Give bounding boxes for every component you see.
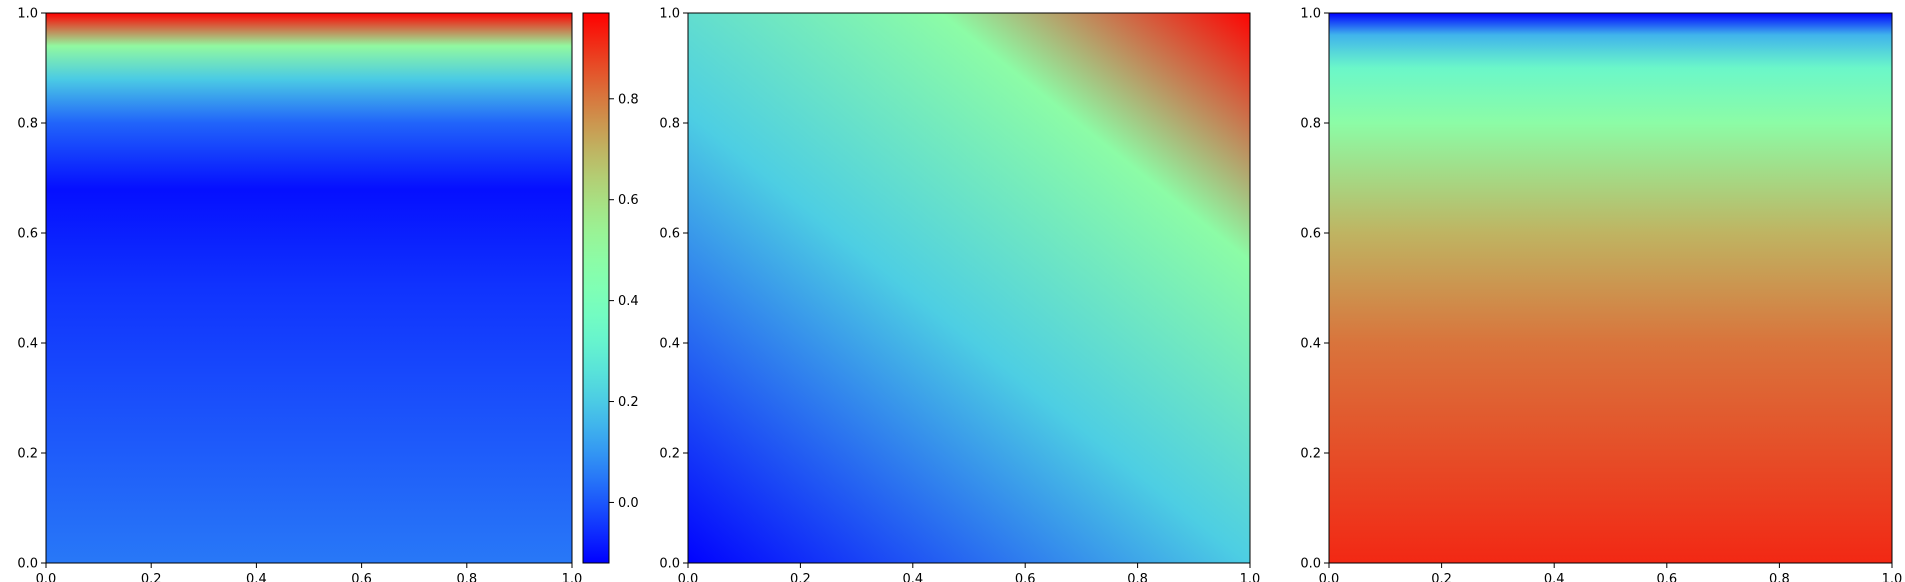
panel-3-xtick-label: 0.0	[1319, 572, 1340, 582]
panel-2-ytick-label: 0.8	[659, 117, 680, 132]
panel-1-ytick-label: 0.2	[17, 447, 38, 462]
panel-1-xtick-label: 0.4	[246, 572, 267, 582]
panel-2-xtick-label: 0.2	[790, 572, 811, 582]
panel-2-frame	[687, 12, 1251, 564]
panel-1-xtick-label: 0.0	[36, 572, 57, 582]
panel-2-heatmap	[688, 13, 1250, 563]
panel-2-ytick-label: 0.0	[659, 557, 680, 572]
panel-2-xtick-label: 1.0	[1240, 572, 1261, 582]
panel-1-ytick-label: 0.0	[17, 557, 38, 572]
colorbar-tick-label: 0.6	[618, 193, 639, 208]
panel-1-xtick-label: 0.2	[141, 572, 162, 582]
colorbar-ramp	[583, 13, 609, 563]
panel-1-ytick-label: 1.0	[17, 7, 38, 22]
colorbar-frame	[582, 12, 610, 564]
panel-3-ytick-label: 0.6	[1300, 227, 1321, 242]
panel-1-ytick-label: 0.4	[17, 337, 38, 352]
panel-2: 0.0 0.2 0.4 0.6 0.8 1.0 0.0 0.2 0.4 0.6 0.8 1.0	[659, 7, 1260, 582]
panels: 0.0 0.2 0.4 0.6 0.8 1.00.00.20.40.60.81.00.0 0…	[17, 7, 1902, 582]
colorbar-tick-label: 0.0	[618, 496, 639, 511]
panel-2-xtick-label: 0.4	[902, 572, 923, 582]
panel-3-heatmap	[1329, 13, 1892, 563]
panel-3-xtick-label: 1.0	[1882, 572, 1903, 582]
colorbar-tick-label: 0.2	[618, 395, 639, 410]
panel-2-ytick-label: 1.0	[659, 7, 680, 22]
panel-3-xtick-label: 0.4	[1544, 572, 1565, 582]
panel-3-ytick-label: 0.2	[1300, 447, 1321, 462]
panel-3-xtick-label: 0.8	[1769, 572, 1790, 582]
panel-2-xtick-label: 0.8	[1127, 572, 1148, 582]
panel-3-ytick-label: 0.8	[1300, 117, 1321, 132]
panel-3: 0.0 0.2 0.4 0.6 0.8 1.0 0.0 0.2 0.4 0.6 0.8 1.0	[1300, 7, 1902, 582]
panel-1-ytick-label: 0.6	[17, 227, 38, 242]
panel-2-ytick-label: 0.2	[659, 447, 680, 462]
panel-2-xtick-label: 0.6	[1015, 572, 1036, 582]
panel-2-ytick-label: 0.6	[659, 227, 680, 242]
panel-3-ytick-label: 0.0	[1300, 557, 1321, 572]
panel-1-frame	[45, 12, 573, 564]
panel-3-ytick-label: 0.4	[1300, 337, 1321, 352]
panel-1-xtick-label: 1.0	[562, 572, 583, 582]
colorbar-tick-label: 0.8	[618, 92, 639, 107]
panel-1-ytick-label: 0.8	[17, 117, 38, 132]
panel-3-xtick-label: 0.2	[1431, 572, 1452, 582]
panel-3-frame	[1328, 12, 1893, 564]
panel-1-heatmap	[46, 13, 572, 563]
panel-2-xtick-label: 0.0	[678, 572, 699, 582]
panel-1-xtick-label: 0.6	[351, 572, 372, 582]
colorbar: 0.0 0.2 0.4 0.6 0.8	[582, 12, 639, 564]
panel-2-ytick-label: 0.4	[659, 337, 680, 352]
panel-3-ytick-label: 1.0	[1300, 7, 1321, 22]
colorbar-tick-label: 0.4	[618, 294, 639, 309]
panel-1-xtick-label: 0.8	[456, 572, 477, 582]
panel-1: 0.0 0.2 0.4 0.6 0.8 1.0 0.0 0.2 0.4 0.6 0.8 1.0	[17, 7, 582, 582]
panel-3-xtick-label: 0.6	[1656, 572, 1677, 582]
